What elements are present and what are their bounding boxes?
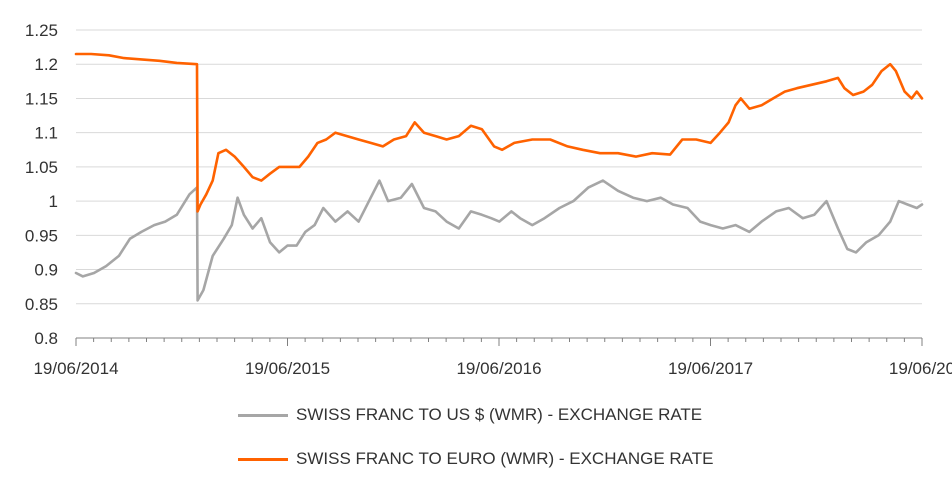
x-tick-label: 19/06/2014 — [33, 359, 118, 378]
x-tick-label: 19/06/20 — [889, 359, 952, 378]
y-tick-label: 1 — [49, 192, 58, 211]
usd-line — [74, 179, 924, 302]
legend-swatch-usd — [238, 413, 288, 417]
y-tick-label: 0.85 — [25, 295, 58, 314]
gridlines — [76, 29, 922, 305]
x-tick-label: 19/06/2017 — [668, 359, 753, 378]
y-tick-label: 0.9 — [34, 261, 58, 280]
y-tick-label: 1.25 — [25, 21, 58, 40]
legend-label-eur: SWISS FRANC TO EURO (WMR) - EXCHANGE RAT… — [296, 449, 714, 468]
y-tick-label: 0.8 — [34, 329, 58, 348]
y-tick-label: 1.05 — [25, 158, 58, 177]
legend-swatch-eur — [238, 457, 288, 461]
y-tick-label: 1.2 — [34, 55, 58, 74]
series-lines — [74, 52, 924, 302]
x-axis: 19/06/2014 19/06/2015 19/06/2016 19/06/2017… — [33, 337, 952, 378]
legend-item-usd: SWISS FRANC TO US $ (WMR) - EXCHANGE RAT… — [238, 405, 702, 425]
legend-item-eur: SWISS FRANC TO EURO (WMR) - EXCHANGE RAT… — [238, 449, 713, 469]
legend-label-usd: SWISS FRANC TO US $ (WMR) - EXCHANGE RAT… — [296, 405, 703, 424]
y-tick-label: 1.15 — [25, 89, 58, 108]
y-tick-label: 1.1 — [34, 124, 58, 143]
x-tick-label: 19/06/2015 — [245, 359, 330, 378]
y-tick-label: 0.95 — [25, 226, 58, 245]
y-axis-ticks: 0.8 0.85 0.9 0.95 1 1.05 1.1 1.15 1.2 1.25 — [25, 21, 58, 348]
eur-line — [74, 52, 924, 213]
x-tick-label: 19/06/2016 — [456, 359, 541, 378]
